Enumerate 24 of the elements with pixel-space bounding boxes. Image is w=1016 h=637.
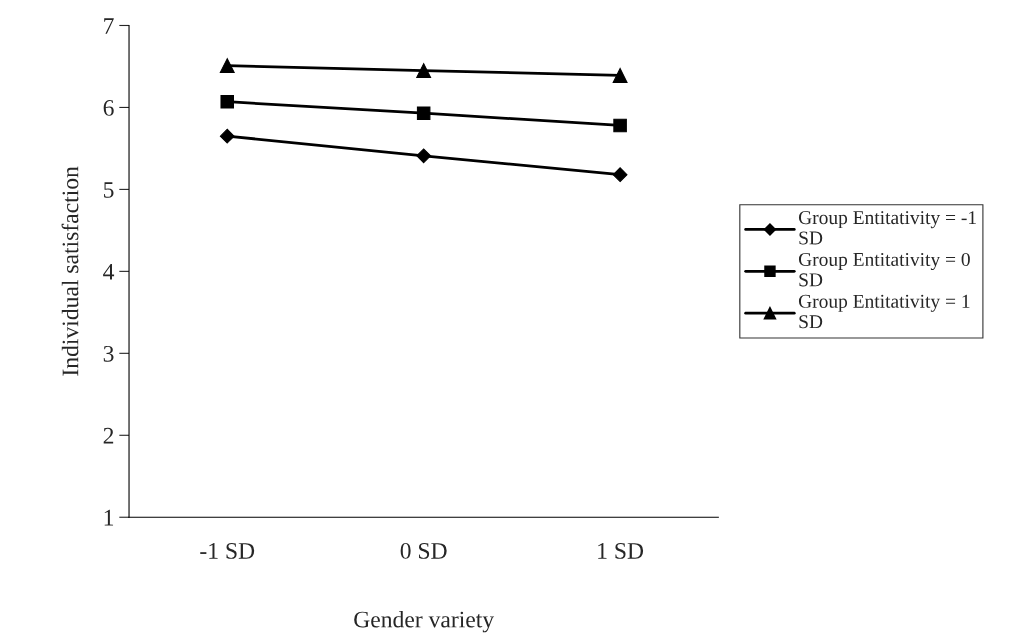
y-axis-title: Individual satisfaction [61, 166, 79, 376]
x-tick-label: 1 SD [598, 542, 644, 559]
legend-label: Group Entitativity = -1 SD [798, 211, 976, 245]
point [612, 167, 628, 183]
point [416, 63, 432, 79]
legend-label: Group Entitativity = 1 SD [798, 294, 970, 329]
y-tick-label: 1 [104, 509, 114, 526]
point [219, 58, 235, 74]
y-tick-label: 6 [103, 100, 114, 116]
point [613, 118, 627, 133]
point [219, 128, 235, 144]
x-tick-label: -1 SD [200, 542, 255, 559]
point [416, 106, 431, 120]
x-tick-label: 0 SD [400, 542, 447, 559]
y-tick-label: 3 [103, 345, 114, 362]
y-tick-label: 2 [103, 427, 114, 444]
y-tick-label: 7 [104, 18, 114, 34]
y-tick-label: 4 [103, 264, 115, 280]
point [612, 68, 628, 83]
legend-label: Group Entitativity = 0 SD [798, 252, 970, 287]
point [416, 148, 432, 164]
x-axis-title: Gender variety [354, 610, 495, 633]
point [220, 94, 235, 109]
y-tick-label: 5 [104, 182, 114, 198]
